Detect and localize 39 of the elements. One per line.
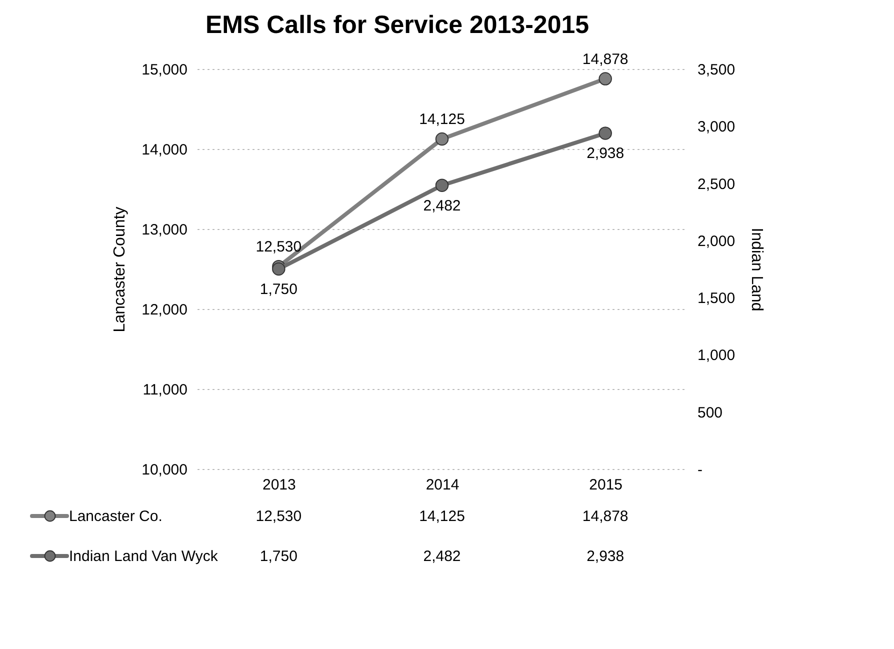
point (598, 126, 612, 140)
legend-label: Indian Land Van Wyck (69, 548, 218, 565)
y2-tick-label: 2,500 (698, 176, 736, 193)
x-tick-label: 2014 (426, 476, 460, 494)
point (435, 178, 449, 192)
y2-axis-title: Indian Land (748, 228, 766, 312)
point (598, 72, 612, 86)
y-tick-label: 14,000 (142, 142, 188, 158)
y-tick-label: 12,000 (142, 302, 188, 318)
data-label: 2,482 (423, 548, 461, 565)
x-tick-label: 2013 (262, 476, 296, 494)
point (435, 132, 449, 146)
y2-tick-label: 3,000 (698, 118, 736, 136)
y-tick-label: 11,000 (142, 382, 188, 398)
y2-tick-label: 3,500 (698, 62, 736, 78)
text: 14,878 (582, 50, 628, 68)
y-axis-title: Lancaster County (112, 206, 129, 332)
y2-tick-label: 500 (698, 404, 723, 422)
chart-title: EMS Calls for Service 2013-2015 (205, 10, 590, 39)
y2-tick-label: 1,500 (698, 290, 736, 308)
text: 12,530 (256, 238, 302, 256)
text: 1,750 (260, 281, 298, 298)
y2-tick-label: - (698, 462, 702, 478)
y2-tick-label: 2,000 (698, 232, 736, 250)
text: 14,125 (419, 111, 465, 128)
data-label: 14,125 (419, 508, 465, 525)
data-label: 12,530 (256, 508, 302, 525)
y-tick-label: 10,000 (142, 462, 188, 478)
y-tick-label: 15,000 (142, 62, 188, 78)
data-label: 1,750 (260, 548, 298, 565)
data-label: 14,878 (582, 508, 628, 525)
y-tick-label: 13,000 (142, 222, 188, 238)
y2-tick-label: 1,000 (698, 347, 736, 364)
legend-label: Lancaster Co. (69, 508, 162, 525)
data-label: 2,938 (586, 548, 624, 565)
point (272, 262, 286, 276)
text: 2,482 (423, 197, 461, 214)
x-tick-label: 2015 (589, 476, 623, 494)
text: 2,938 (586, 145, 624, 162)
